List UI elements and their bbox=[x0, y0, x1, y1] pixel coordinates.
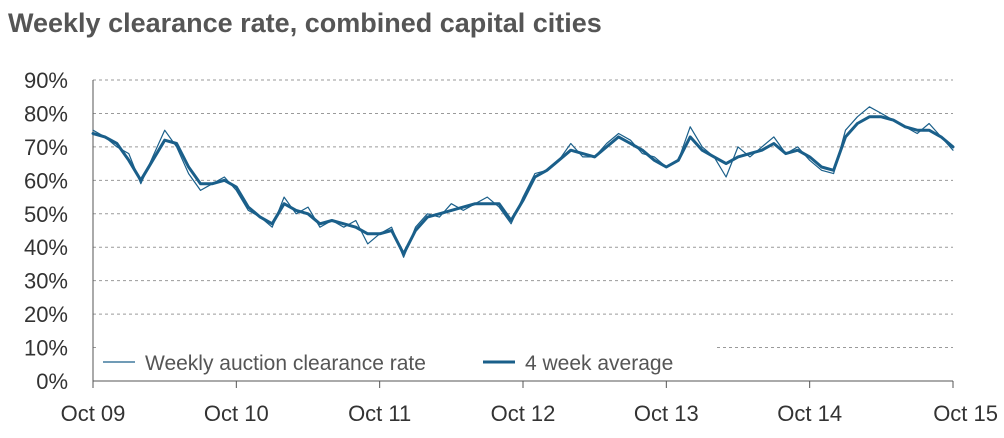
legend-background bbox=[97, 343, 717, 376]
y-tick-labels: 0% 10% 20% 30% 40% 50% 60% 70% 80% 90% bbox=[24, 68, 68, 394]
y-tick-label: 90% bbox=[24, 68, 68, 93]
y-tick-label: 40% bbox=[24, 235, 68, 260]
y-tick-label: 30% bbox=[24, 269, 68, 294]
x-tick-label: Oct 11 bbox=[348, 401, 411, 426]
y-tick-label: 70% bbox=[24, 135, 68, 160]
y-tick-label: 0% bbox=[36, 369, 68, 394]
x-tick-label: Oct 14 bbox=[777, 401, 842, 426]
x-tick-label: Oct 10 bbox=[204, 401, 269, 426]
axes bbox=[92, 80, 953, 382]
series bbox=[91, 106, 955, 258]
y-tick-label: 60% bbox=[24, 168, 68, 193]
series-line-4-week-average bbox=[91, 115, 955, 256]
gridlines bbox=[93, 79, 953, 349]
y-tick-label: 20% bbox=[24, 302, 68, 327]
y-tick-label: 10% bbox=[24, 336, 68, 361]
x-tick-label: Oct 13 bbox=[634, 401, 699, 426]
x-tick-label: Oct 12 bbox=[491, 401, 556, 426]
x-tick-label: Oct 15 bbox=[933, 401, 998, 426]
x-tick-labels: Oct 09 Oct 10 Oct 11 Oct 12 Oct 13 Oct 14 Oct … bbox=[61, 381, 998, 426]
legend-label-weekly: Weekly auction clearance rate bbox=[145, 352, 426, 375]
y-tick-label: 50% bbox=[24, 202, 68, 227]
x-tick-label: Oct 09 bbox=[61, 401, 126, 426]
legend: Weekly auction clearance rate 4 week ave… bbox=[97, 343, 717, 376]
legend-label-4-week-average: 4 week average bbox=[525, 352, 673, 375]
y-tick-label: 80% bbox=[24, 101, 68, 126]
chart-title: Weekly clearance rate, combined capital … bbox=[8, 8, 602, 38]
